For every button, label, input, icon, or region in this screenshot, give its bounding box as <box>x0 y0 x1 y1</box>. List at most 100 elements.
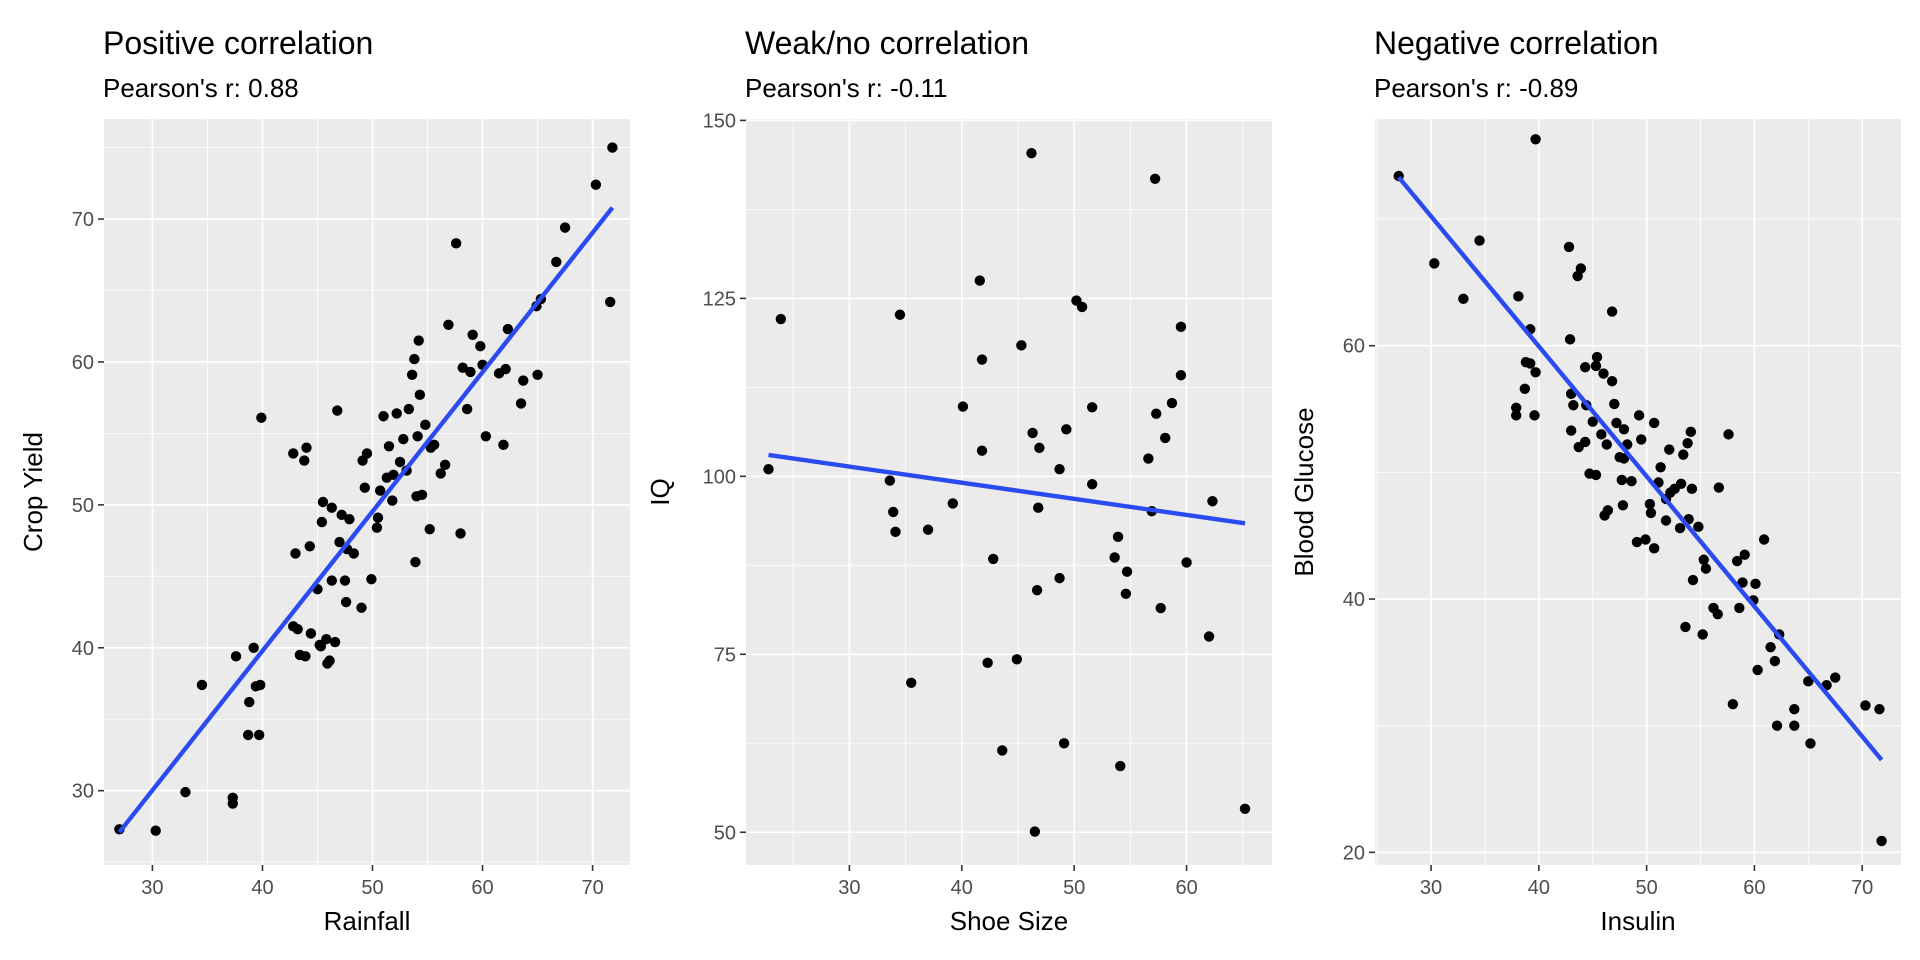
data-point <box>334 536 345 548</box>
data-point <box>1758 534 1770 545</box>
data-point <box>348 548 359 559</box>
data-point <box>375 485 386 496</box>
chart-title: Negative correlation <box>1374 25 1659 61</box>
data-point <box>1166 397 1178 409</box>
data-point <box>361 448 373 459</box>
data-point <box>300 651 311 662</box>
x-tick-label: 40 <box>251 877 273 899</box>
y-tick-label: 30 <box>72 781 94 803</box>
data-point <box>1631 536 1643 548</box>
data-point <box>1675 478 1687 489</box>
data-point <box>515 398 527 409</box>
data-point <box>922 524 934 535</box>
chart-subtitle: Pearson's r: -0.89 <box>1374 73 1578 103</box>
data-point <box>467 329 478 340</box>
data-point <box>1011 654 1023 665</box>
x-axis-label: Rainfall <box>324 906 411 936</box>
data-point <box>1644 498 1656 510</box>
data-point <box>1713 482 1725 493</box>
y-tick-label: 20 <box>1343 842 1365 864</box>
data-point <box>1203 631 1215 642</box>
data-point <box>1458 293 1469 305</box>
x-tick-label: 30 <box>141 877 163 899</box>
data-point <box>947 498 959 509</box>
data-point <box>465 366 476 378</box>
data-point <box>398 433 409 445</box>
data-point <box>1698 554 1709 565</box>
data-point <box>1207 496 1218 507</box>
data-point <box>326 502 337 513</box>
data-point <box>763 464 774 475</box>
chart-subtitle: Pearson's r: -0.11 <box>745 73 947 103</box>
data-point <box>500 363 511 375</box>
chart-panel-2: Weak/no correlation Pearson's r: -0.11 30 4… <box>645 25 1272 936</box>
data-point <box>196 679 208 691</box>
data-point <box>253 729 265 741</box>
data-point <box>1151 408 1162 419</box>
data-point <box>1805 738 1816 749</box>
data-point <box>1678 449 1689 460</box>
x-tick-label: 60 <box>471 877 493 899</box>
x-tick-label: 40 <box>951 877 973 899</box>
data-point <box>1771 720 1783 731</box>
data-point <box>256 412 267 423</box>
data-point <box>1474 235 1485 246</box>
x-tick-label: 70 <box>1851 877 1873 899</box>
data-point <box>1591 351 1603 363</box>
data-point <box>378 411 389 422</box>
data-point <box>1054 464 1065 475</box>
data-point <box>406 369 418 381</box>
chart-panel-3: Negative correlation Pearson's r: -0.89 30… <box>1289 25 1901 936</box>
x-tick-label: 60 <box>1175 877 1197 899</box>
data-point <box>976 445 988 456</box>
data-point <box>1031 585 1043 596</box>
x-axis-label: Shoe Size <box>950 906 1069 936</box>
data-point <box>299 455 310 466</box>
data-point <box>1618 453 1630 464</box>
data-point <box>450 238 462 249</box>
data-point <box>1664 444 1675 455</box>
x-tick-label: 30 <box>1420 877 1442 899</box>
data-point <box>394 456 406 468</box>
data-point <box>1660 515 1672 526</box>
data-point <box>1739 549 1750 560</box>
data-point <box>461 403 473 415</box>
data-point <box>391 408 402 419</box>
data-point <box>288 448 299 459</box>
data-point <box>1674 522 1686 534</box>
data-point <box>1530 134 1541 145</box>
data-point <box>1115 760 1126 772</box>
data-point <box>1598 368 1609 379</box>
data-point <box>1769 655 1781 667</box>
data-point <box>532 369 543 381</box>
data-point <box>974 275 985 286</box>
data-point <box>957 401 969 412</box>
x-tick-label: 50 <box>1635 877 1657 899</box>
data-point <box>315 641 326 652</box>
data-point <box>1765 641 1776 653</box>
data-point <box>1076 301 1088 313</box>
data-point <box>1575 263 1587 274</box>
data-point <box>317 496 329 508</box>
data-point <box>1830 672 1841 683</box>
data-point <box>1033 502 1044 513</box>
y-tick-label: 100 <box>703 466 736 488</box>
data-point <box>388 469 399 481</box>
data-point <box>1734 602 1745 614</box>
data-point <box>888 506 899 518</box>
data-point <box>1633 410 1645 421</box>
x-tick-label: 50 <box>1063 877 1085 899</box>
data-point <box>1563 241 1575 253</box>
data-point <box>336 509 347 521</box>
y-tick-label: 50 <box>72 495 94 517</box>
data-point <box>1601 439 1612 450</box>
data-point <box>502 323 514 335</box>
data-point <box>1602 505 1614 516</box>
data-point <box>409 353 420 365</box>
data-point <box>301 442 312 453</box>
data-point <box>1530 367 1541 378</box>
x-tick-label: 40 <box>1528 877 1550 899</box>
data-point <box>255 679 266 691</box>
data-point <box>1750 578 1761 590</box>
data-point <box>290 548 301 559</box>
